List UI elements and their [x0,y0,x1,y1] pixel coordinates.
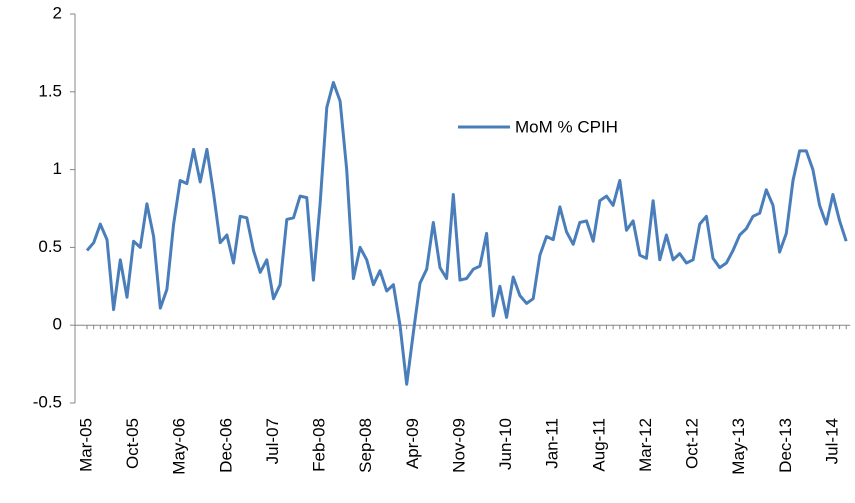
y-tick-label: -0.5 [33,392,62,411]
x-tick-label: Aug-11 [589,418,608,472]
legend-label: MoM % CPIH [515,117,618,136]
y-tick-label: 0.5 [38,237,62,256]
x-tick-label: Nov-09 [449,418,468,473]
x-tick-label: Mar-12 [636,418,655,472]
x-tick-label: Jan-11 [543,418,562,469]
x-tick-label: Jul-14 [822,418,841,464]
x-tick-label: Oct-12 [683,418,702,469]
y-tick-label: 2 [53,3,62,22]
x-tick-label: Oct-05 [123,418,142,469]
x-tick-label: May-13 [729,418,748,475]
x-tick-label: Feb-08 [310,418,329,472]
data-line [85,81,848,386]
x-tick-label: Apr-09 [403,418,422,469]
y-tick-label: 1.5 [38,81,62,100]
x-tick-label: Dec-06 [216,418,235,473]
x-tick-label: Mar-05 [76,418,95,472]
x-tick-label: Jun-10 [496,418,515,470]
x-tick-label: May-06 [170,418,189,475]
x-tick-label: Dec-13 [776,418,795,473]
y-tick-label: 0 [53,315,62,334]
x-tick-label: Jul-07 [263,418,282,464]
x-tick-label: Sep-08 [356,418,375,473]
y-tick-label: 1 [53,159,62,178]
